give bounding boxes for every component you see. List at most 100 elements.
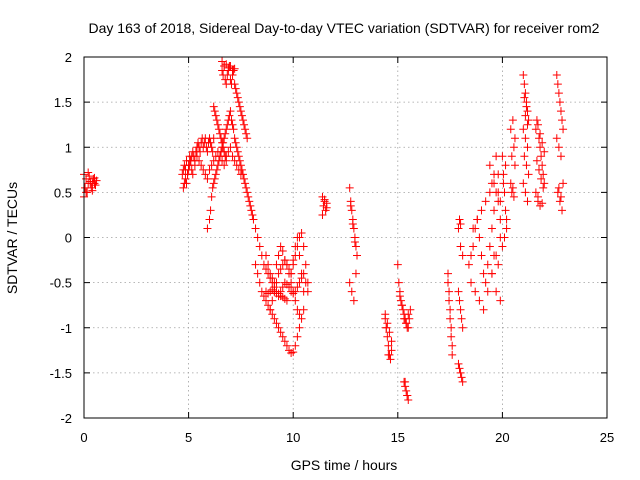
data-point	[348, 219, 357, 228]
data-point	[293, 305, 302, 314]
data-point	[448, 341, 457, 350]
data-point	[210, 107, 219, 116]
data-point	[531, 188, 540, 197]
data-point	[266, 305, 275, 314]
data-point	[381, 310, 390, 319]
data-point	[498, 242, 507, 251]
data-point	[538, 199, 547, 208]
data-point	[226, 107, 235, 116]
data-point	[477, 251, 486, 260]
data-point	[508, 116, 517, 125]
data-point	[502, 215, 511, 224]
data-point	[501, 206, 510, 215]
data-point	[558, 116, 567, 125]
data-point	[510, 161, 519, 170]
data-point	[213, 120, 222, 129]
data-point	[507, 152, 516, 161]
data-point	[272, 278, 281, 287]
data-point	[299, 242, 308, 251]
data-point	[456, 219, 465, 228]
data-point	[469, 242, 478, 251]
data-point	[510, 134, 519, 143]
data-point	[490, 170, 499, 179]
data-point	[320, 195, 329, 204]
data-point	[242, 129, 251, 138]
data-point	[345, 183, 354, 192]
data-point	[285, 283, 294, 292]
data-point	[259, 292, 268, 301]
data-point	[346, 201, 355, 210]
data-point	[469, 224, 478, 233]
data-point	[236, 161, 245, 170]
y-tick-label: -1.5	[50, 366, 72, 381]
data-point	[444, 278, 453, 287]
data-point	[509, 143, 518, 152]
data-point	[481, 278, 490, 287]
data-point	[82, 188, 91, 197]
data-point	[264, 289, 273, 298]
data-point	[404, 395, 413, 404]
data-point	[270, 314, 279, 323]
data-point	[532, 156, 541, 165]
data-point	[494, 260, 503, 269]
data-point	[507, 188, 516, 197]
data-point	[524, 116, 533, 125]
data-point	[455, 296, 464, 305]
data-point	[444, 269, 453, 278]
data-point	[268, 310, 277, 319]
data-point	[264, 301, 273, 310]
data-point	[537, 152, 546, 161]
data-point	[278, 247, 287, 256]
data-point	[454, 287, 463, 296]
data-point	[496, 296, 505, 305]
y-axis-label: SDTVAR / TECUs	[4, 182, 20, 294]
data-point	[522, 102, 531, 111]
data-point	[492, 287, 501, 296]
data-point	[540, 147, 549, 156]
data-point	[400, 314, 409, 323]
data-point	[345, 278, 354, 287]
data-point	[205, 215, 214, 224]
data-point	[540, 179, 549, 188]
data-point	[537, 174, 546, 183]
data-point	[401, 377, 410, 386]
data-point	[500, 233, 509, 242]
data-point	[207, 192, 216, 201]
data-point	[212, 165, 221, 174]
y-tick-label: -2	[60, 411, 72, 426]
data-point	[554, 183, 563, 192]
data-point	[205, 165, 214, 174]
data-point	[278, 293, 287, 302]
data-point	[455, 215, 464, 224]
x-tick-label: 0	[80, 430, 87, 445]
data-point	[289, 287, 298, 296]
data-point	[520, 152, 529, 161]
data-point	[395, 292, 404, 301]
y-tick-label: -0.5	[50, 276, 72, 291]
data-point	[293, 332, 302, 341]
data-point	[241, 125, 250, 134]
data-point	[242, 183, 251, 192]
data-point	[295, 323, 304, 332]
data-point	[235, 156, 244, 165]
data-point	[197, 161, 206, 170]
data-point	[556, 107, 565, 116]
data-point	[237, 111, 246, 120]
x-tick-label: 15	[391, 430, 405, 445]
data-point	[483, 260, 492, 269]
data-point	[253, 269, 262, 278]
data-point	[274, 323, 283, 332]
data-point	[212, 116, 221, 125]
data-point	[262, 251, 271, 260]
data-point	[268, 285, 277, 294]
data-point	[217, 134, 226, 143]
data-point	[291, 296, 300, 305]
data-point	[214, 156, 223, 165]
data-point	[502, 224, 511, 233]
data-point	[214, 125, 223, 134]
data-point	[274, 251, 283, 260]
data-point	[282, 260, 291, 269]
data-point	[238, 170, 247, 179]
data-point	[85, 172, 94, 181]
data-point	[268, 296, 277, 305]
